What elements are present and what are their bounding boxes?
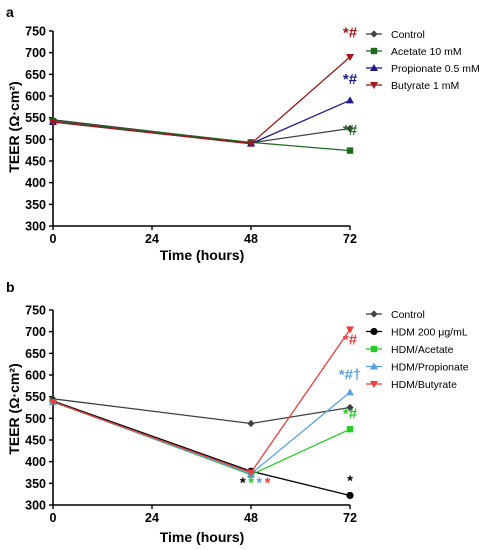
panel-a-y-tick-label: 500 — [25, 133, 46, 147]
panel-b-label: b — [6, 279, 15, 295]
panel-b-x-axis-title: Time (hours) — [160, 529, 245, 545]
panel-a-y-tick-label: 550 — [25, 111, 46, 125]
panel-b-series-hdm-propionate-point — [346, 388, 354, 396]
panel-a-significance-annotation: *# — [343, 71, 358, 88]
panel-a-legend-item-marker — [370, 47, 378, 55]
panel-b-legend-item-marker — [370, 345, 378, 353]
panel-a-series-butyrate-1-mm-point — [49, 119, 57, 126]
panel-a-y-tick-label: 750 — [25, 25, 46, 39]
panel-b-y-tick-label: 750 — [25, 304, 46, 318]
panel-b-series-hdm-butyrate-point — [346, 326, 354, 334]
panel-b-significance-annotation: *# — [343, 332, 358, 349]
panel-b-y-tick-label: 400 — [25, 455, 46, 469]
panel-a-x-tick-label: 24 — [145, 232, 159, 246]
panel-a-series-butyrate-1-mm-point — [346, 54, 354, 61]
panel-a-legend-item-marker — [370, 30, 378, 38]
panel-b-legend-item-marker — [370, 327, 378, 336]
panel-a-chart: a Time (hours) TEER (Ω·cm²) 300 350 400 450… — [6, 4, 479, 263]
panel-a-x-tick-label: 0 — [50, 232, 57, 246]
panel-b-legend: Control HDM 200 μg/mL HDM/Acetate HDM/Propi… — [366, 309, 469, 391]
panel-b-significance-annotation: * — [240, 475, 246, 492]
panel-a-legend-item-marker — [370, 64, 378, 71]
panel-b-legend-item-label: Control — [391, 309, 425, 321]
panel-b-series-hdm-acetate-point — [346, 425, 354, 433]
panel-b-y-tick-label: 500 — [25, 412, 46, 426]
panel-a-y-tick-label: 600 — [25, 90, 46, 104]
panel-a-y-tick-label: 450 — [25, 155, 46, 169]
panel-a-x-tick-label: 48 — [244, 232, 258, 246]
panel-a-series-acetate-10-mm-point — [346, 147, 354, 154]
panel-b-y-tick-label: 350 — [25, 477, 46, 491]
panel-b-legend-item-marker — [370, 310, 378, 318]
panel-b-legend-item-label: HDM/Propionate — [391, 362, 469, 374]
panel-b-significance-annotation: * — [265, 475, 271, 492]
panel-a-label: a — [6, 4, 14, 20]
panel-b-series-control-point — [247, 419, 255, 428]
panel-a-legend-item-label: Butyrate 1 mM — [391, 80, 459, 92]
panel-a-series-control-point — [346, 124, 354, 133]
panel-b-chart: b Time (hours) TEER (Ω·cm²) 300 350 400 450… — [6, 279, 469, 545]
panel-a-x-tick-label: 72 — [343, 232, 357, 246]
panel-b-series-hdm-butyrate-point — [49, 398, 57, 406]
panel-b-legend-item-label: HDM 200 μg/mL — [391, 327, 468, 339]
panel-b-y-tick-label: 300 — [25, 499, 46, 513]
panel-b-significance-annotation: * — [248, 475, 254, 492]
panel-a-series-propionate-0-5-mm-point — [346, 96, 354, 104]
panel-a-legend-item-marker — [370, 82, 378, 89]
panel-b-y-tick-label: 550 — [25, 390, 46, 404]
panel-a-legend-item-label: Propionate 0.5 mM — [391, 63, 479, 75]
panel-a-legend-item-label: Acetate 10 mM — [391, 46, 462, 58]
panel-b-y-tick-label: 600 — [25, 369, 46, 383]
panel-b-significance-annotation: * — [347, 473, 353, 490]
panel-b-series-hdm-200-g-ml-point — [346, 491, 354, 500]
panel-a-y-axis-title: TEER (Ω·cm²) — [6, 81, 22, 172]
panel-b-series-hdm-butyrate-point — [247, 469, 255, 477]
panel-b-x-tick-label: 0 — [50, 511, 57, 525]
panel-b-y-tick-label: 650 — [25, 347, 46, 361]
panel-b-legend-item-marker — [370, 362, 378, 370]
panel-b-legend-item-label: HDM/Acetate — [391, 344, 454, 356]
panel-b-y-tick-label: 700 — [25, 325, 46, 339]
panel-a-legend: Control Acetate 10 mM Propionate 0.5 mM But… — [366, 29, 479, 92]
panel-a-y-tick-label: 350 — [25, 198, 46, 212]
panel-b-significance-annotation: * — [256, 475, 262, 492]
panel-a-series-butyrate-1-mm-point — [247, 140, 255, 148]
panel-b-x-tick-label: 48 — [244, 511, 258, 525]
panel-b-legend-item-label: HDM/Butyrate — [391, 379, 457, 391]
panel-a-y-tick-label: 400 — [25, 176, 46, 190]
panel-b-series-control-point — [346, 403, 354, 412]
panel-a-y-tick-label: 300 — [25, 220, 46, 234]
panel-b-x-tick-label: 24 — [145, 511, 159, 525]
panel-b-x-tick-label: 72 — [343, 511, 357, 525]
panel-a-y-tick-label: 700 — [25, 46, 46, 60]
panel-b-y-axis-title: TEER (Ω·cm²) — [6, 363, 22, 454]
panel-b-y-tick-label: 450 — [25, 434, 46, 448]
panel-a-legend-item-label: Control — [391, 29, 425, 41]
panel-b-legend-item-marker — [370, 381, 378, 388]
panel-a-significance-annotation: *# — [343, 25, 358, 42]
panel-a-significance-annotation: *# — [343, 122, 358, 139]
panel-a-x-axis-title: Time (hours) — [160, 247, 245, 263]
panel-b-significance-annotation: *#† — [339, 366, 362, 383]
panel-a-y-tick-label: 650 — [25, 68, 46, 82]
panel-b-significance-annotation: *# — [343, 405, 358, 422]
panel-b-plot-area: 300 350 400 450 500 550 600 650 700 750 0 24 48 72 *# *… — [25, 304, 361, 526]
panel-a-plot-area: 300 350 400 450 500 550 600 650 700 750 0 24 48 72 *# *… — [25, 25, 358, 247]
